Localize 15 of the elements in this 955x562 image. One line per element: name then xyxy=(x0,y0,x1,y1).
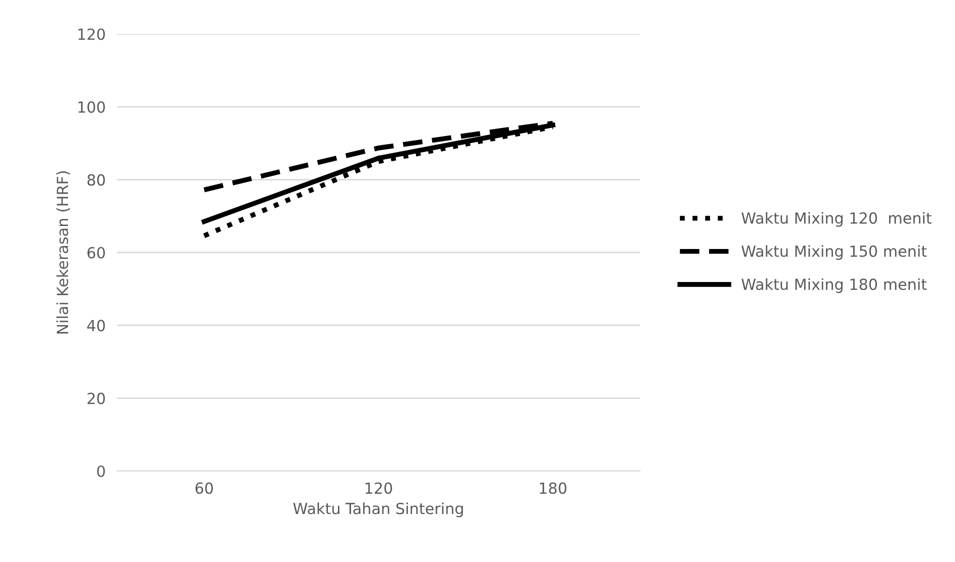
y-axis-title: Nilai Kekerasan (HRF) xyxy=(56,171,70,334)
legend-label: Waktu Mixing 180 menit xyxy=(742,278,927,294)
x-tick-label: 120 xyxy=(366,482,392,494)
y-tick-label: 20 xyxy=(88,392,105,404)
y-tick-label: 120 xyxy=(78,28,105,40)
y-tick-label: 60 xyxy=(88,246,105,259)
legend-label: Waktu Mixing 120 menit xyxy=(742,212,932,227)
legend-label: Waktu Mixing 150 menit xyxy=(742,245,927,260)
y-tick-label: 40 xyxy=(87,320,105,332)
y-tick-label: 100 xyxy=(78,101,105,113)
y-tick-label: 80 xyxy=(87,174,105,186)
x-tick-label: 60 xyxy=(196,482,213,494)
y-tick-label: 0 xyxy=(97,465,105,478)
x-tick-label: 180 xyxy=(540,482,566,494)
x-axis-title: Waktu Tahan Sintering xyxy=(293,502,463,518)
